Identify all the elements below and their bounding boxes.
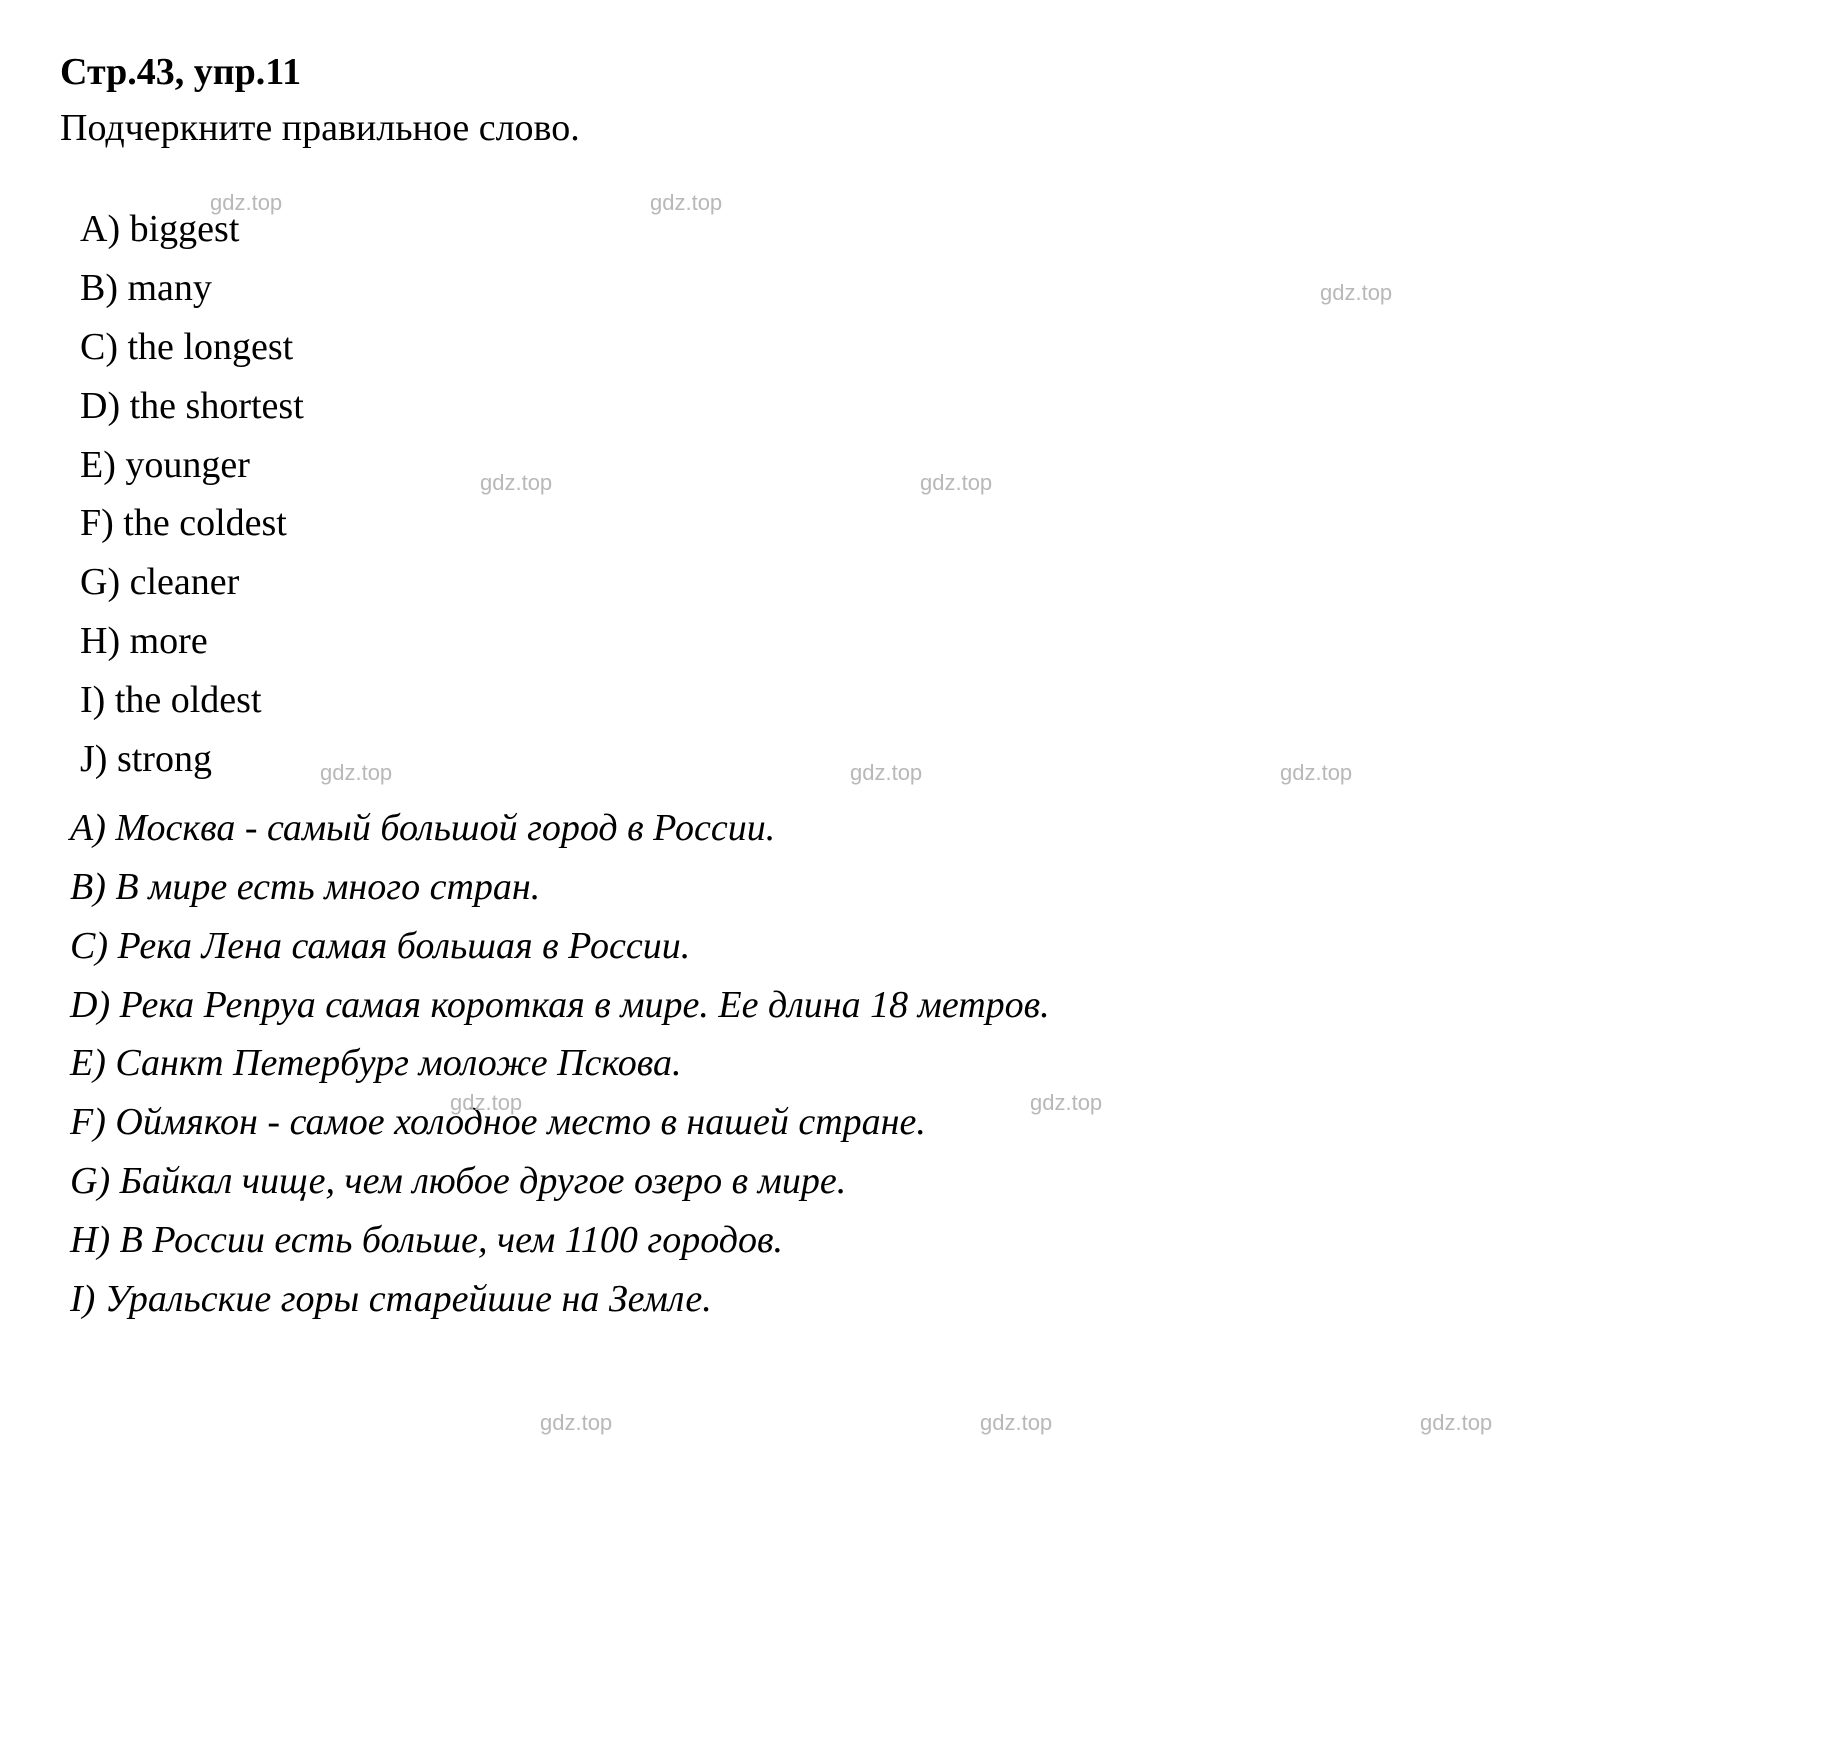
translation-text: В России есть больше, чем 1100 городов. (110, 1219, 783, 1261)
answer-letter: B) (80, 267, 118, 309)
translation-item: B) В мире есть много стран. (70, 858, 1781, 917)
translation-item: A) Москва - самый большой город в России… (70, 799, 1781, 858)
answer-text: cleaner (120, 561, 239, 603)
translation-letter: C) (70, 925, 108, 967)
answer-text: the coldest (114, 502, 287, 544)
answer-letter: J) (80, 738, 107, 780)
answer-text: the longest (118, 326, 293, 368)
answer-letter: C) (80, 326, 118, 368)
translation-item: D) Река Репруа самая короткая в мире. Ее… (70, 976, 1781, 1035)
translation-letter: E) (70, 1042, 106, 1084)
answer-text: the shortest (120, 385, 304, 427)
answer-letter: G) (80, 561, 120, 603)
answer-item: E) younger (80, 436, 1781, 495)
translation-text: В мире есть много стран. (106, 866, 540, 908)
answer-item: I) the oldest (80, 671, 1781, 730)
answer-item: F) the coldest (80, 494, 1781, 553)
watermark: gdz.top (540, 1410, 612, 1436)
translation-letter: B) (70, 866, 106, 908)
translation-text: Река Репруа самая короткая в мире. Ее дл… (110, 984, 1050, 1026)
answer-text: strong (107, 738, 212, 780)
translation-letter: F) (70, 1101, 106, 1143)
translation-item: C) Река Лена самая большая в России. (70, 917, 1781, 976)
translation-text: Байкал чище, чем любое другое озеро в ми… (110, 1160, 846, 1202)
watermark: gdz.top (980, 1410, 1052, 1436)
translation-letter: H) (70, 1219, 110, 1261)
answer-item: G) cleaner (80, 553, 1781, 612)
answer-text: more (120, 620, 208, 662)
translation-letter: G) (70, 1160, 110, 1202)
translation-text: Москва - самый большой город в России. (106, 807, 775, 849)
answer-text: younger (116, 444, 250, 486)
answer-letter: I) (80, 679, 105, 721)
translations-list: A) Москва - самый большой город в России… (70, 799, 1781, 1329)
translation-item: G) Байкал чище, чем любое другое озеро в… (70, 1152, 1781, 1211)
answer-letter: F) (80, 502, 114, 544)
answer-item: C) the longest (80, 318, 1781, 377)
translation-item: H) В России есть больше, чем 1100 городо… (70, 1211, 1781, 1270)
watermark: gdz.top (1420, 1410, 1492, 1436)
answer-letter: A) (80, 208, 120, 250)
answer-item: B) many (80, 259, 1781, 318)
answer-item: J) strong (80, 730, 1781, 789)
page-header: Стр.43, упр.11 (60, 50, 1781, 94)
translation-item: I) Уральские горы старейшие на Земле. (70, 1270, 1781, 1329)
answer-letter: D) (80, 385, 120, 427)
translation-item: E) Санкт Петербург моложе Пскова. (70, 1034, 1781, 1093)
translation-text: Оймякон - самое холодное место в нашей с… (106, 1101, 926, 1143)
answer-text: many (118, 267, 212, 309)
translation-letter: I) (70, 1278, 95, 1320)
answer-item: A) biggest (80, 200, 1781, 259)
answers-list: A) biggestB) manyC) the longestD) the sh… (80, 200, 1781, 789)
translation-text: Санкт Петербург моложе Пскова. (106, 1042, 682, 1084)
instruction-text: Подчеркните правильное слово. (60, 106, 1781, 150)
answer-text: biggest (120, 208, 239, 250)
answer-letter: H) (80, 620, 120, 662)
translation-text: Уральские горы старейшие на Земле. (95, 1278, 711, 1320)
answer-item: D) the shortest (80, 377, 1781, 436)
answer-item: H) more (80, 612, 1781, 671)
translation-letter: D) (70, 984, 110, 1026)
answer-text: the oldest (105, 679, 261, 721)
translation-text: Река Лена самая большая в России. (108, 925, 690, 967)
answer-letter: E) (80, 444, 116, 486)
translation-letter: A) (70, 807, 106, 849)
translation-item: F) Оймякон - самое холодное место в наше… (70, 1093, 1781, 1152)
